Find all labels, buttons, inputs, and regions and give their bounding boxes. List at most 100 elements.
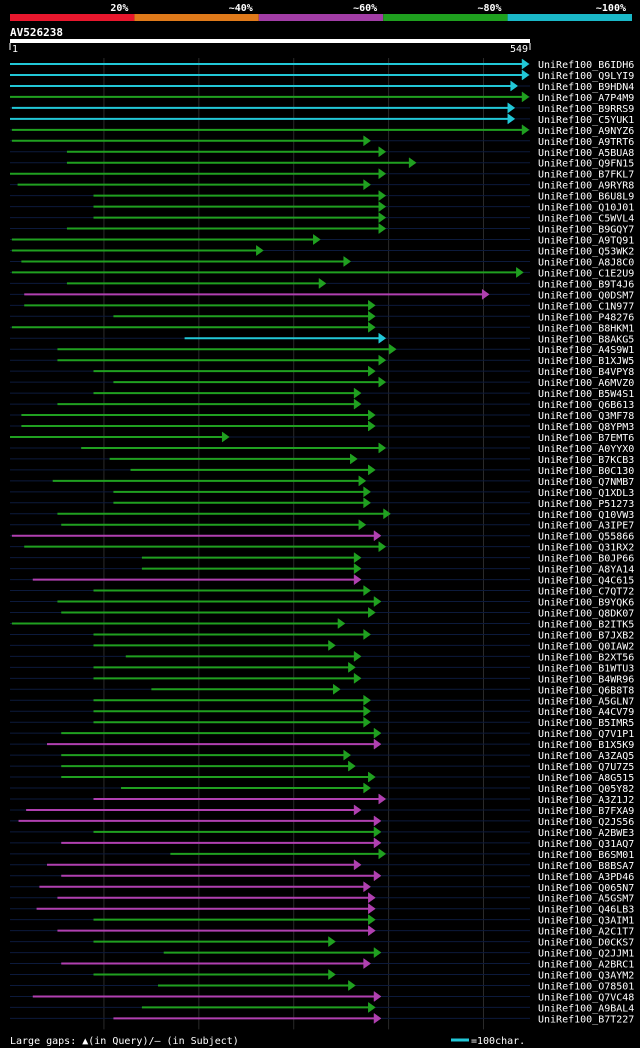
hit-label[interactable]: UniRef100_A2BRC1 xyxy=(538,960,634,971)
hit-label[interactable]: UniRef100_Q8YPM3 xyxy=(538,422,634,433)
hit-label[interactable]: UniRef100_A9RYR8 xyxy=(538,181,634,192)
hit-label[interactable]: UniRef100_B7EMT6 xyxy=(538,433,634,444)
hit-label[interactable]: UniRef100_A3ZAQ5 xyxy=(538,751,634,762)
hit-label[interactable]: UniRef100_Q8DK07 xyxy=(538,609,634,620)
hit-label[interactable]: UniRef100_Q31RX2 xyxy=(538,543,634,554)
hit-label[interactable]: UniRef100_Q3AIM1 xyxy=(538,916,634,927)
hit-label[interactable]: UniRef100_Q2JS56 xyxy=(538,817,634,828)
hit-arrowhead xyxy=(353,552,362,564)
hit-row: UniRef100_Q46LB3 xyxy=(10,903,634,916)
hit-label[interactable]: UniRef100_Q3AYM2 xyxy=(538,971,634,982)
hit-label[interactable]: UniRef100_A3IPE7 xyxy=(538,521,634,532)
hit-arrowhead xyxy=(507,113,516,125)
hit-label[interactable]: UniRef100_B1X5K9 xyxy=(538,740,634,751)
hit-arrowhead xyxy=(353,859,362,871)
hit-label[interactable]: UniRef100_Q31AQ7 xyxy=(538,839,634,850)
hit-label[interactable]: UniRef100_B8BSA7 xyxy=(538,861,634,872)
hit-label[interactable]: UniRef100_Q6B613 xyxy=(538,400,634,411)
hit-label[interactable]: UniRef100_Q55866 xyxy=(538,532,634,543)
hit-label[interactable]: UniRef100_Q065N7 xyxy=(538,883,634,894)
hit-label[interactable]: UniRef100_A8G515 xyxy=(538,773,634,784)
identity-legend-labels: 20% ~40% ~60% ~80% ~100% xyxy=(110,3,626,14)
hit-label[interactable]: UniRef100_A5GSM7 xyxy=(538,894,634,905)
hit-label[interactable]: UniRef100_B9GQY7 xyxy=(538,225,634,236)
hit-label[interactable]: UniRef100_A5BUA8 xyxy=(538,148,634,159)
hit-label[interactable]: UniRef100_Q7NMB7 xyxy=(538,477,634,488)
hit-label[interactable]: UniRef100_Q7U7Z5 xyxy=(538,762,634,773)
hit-label[interactable]: UniRef100_A8YA14 xyxy=(538,565,634,576)
hit-label[interactable]: UniRef100_B8HKM1 xyxy=(538,323,634,334)
hit-label[interactable]: UniRef100_A8J8C0 xyxy=(538,257,634,268)
hit-row: UniRef100_A9TRT6 xyxy=(10,135,634,148)
hit-label[interactable]: UniRef100_C5YUK1 xyxy=(538,115,634,126)
hit-label[interactable]: UniRef100_A3Z1J2 xyxy=(538,795,634,806)
hit-label[interactable]: UniRef100_Q1XDL3 xyxy=(538,488,634,499)
hit-label[interactable]: UniRef100_B5W4S1 xyxy=(538,389,634,400)
hit-label[interactable]: UniRef100_A9BAL4 xyxy=(538,1003,634,1014)
hit-label[interactable]: UniRef100_B1XJW5 xyxy=(538,356,634,367)
hit-label[interactable]: UniRef100_B4WR96 xyxy=(538,674,634,685)
hit-label[interactable]: UniRef100_B0JP66 xyxy=(538,554,634,565)
hit-label[interactable]: UniRef100_B6IDH6 xyxy=(538,60,634,71)
hit-arrowhead xyxy=(318,277,327,289)
hit-label[interactable]: UniRef100_B7FXA9 xyxy=(538,806,634,817)
hit-label[interactable]: UniRef100_B0C130 xyxy=(538,466,634,477)
hit-label[interactable]: UniRef100_A3PD46 xyxy=(538,872,634,883)
hit-label[interactable]: UniRef100_Q7V1P1 xyxy=(538,729,634,740)
hit-label[interactable]: UniRef100_B2ITK5 xyxy=(538,619,634,630)
hit-label[interactable]: UniRef100_C1N977 xyxy=(538,301,634,312)
hit-label[interactable]: UniRef100_B7KCB3 xyxy=(538,455,634,466)
hit-label[interactable]: UniRef100_B7FKL7 xyxy=(538,170,634,181)
hit-label[interactable]: UniRef100_A7P4M9 xyxy=(538,93,634,104)
hit-label[interactable]: UniRef100_A2C1T7 xyxy=(538,927,634,938)
hit-label[interactable]: UniRef100_A6MVZ0 xyxy=(538,378,634,389)
hit-label[interactable]: UniRef100_A0YYX0 xyxy=(538,444,634,455)
hit-label[interactable]: UniRef100_B5IMR5 xyxy=(538,718,634,729)
hit-label[interactable]: UniRef100_Q3MF78 xyxy=(538,411,634,422)
hit-label[interactable]: UniRef100_P48276 xyxy=(538,312,634,323)
hit-label[interactable]: UniRef100_A9NYZ6 xyxy=(538,126,634,137)
hit-label[interactable]: UniRef100_Q9LYI9 xyxy=(538,71,634,82)
hit-label[interactable]: UniRef100_Q10VW3 xyxy=(538,510,634,521)
hit-label[interactable]: UniRef100_A2BWE3 xyxy=(538,828,634,839)
hit-label[interactable]: UniRef100_O78501 xyxy=(538,981,634,992)
hit-row: UniRef100_A4CV79 xyxy=(10,705,634,718)
hit-label[interactable]: UniRef100_Q7VC48 xyxy=(538,992,634,1003)
hit-label[interactable]: UniRef100_B9RRS9 xyxy=(538,104,634,115)
hit-label[interactable]: UniRef100_C7QT72 xyxy=(538,587,634,598)
hit-label[interactable]: UniRef100_Q9FN15 xyxy=(538,159,634,170)
hit-label[interactable]: UniRef100_B8AKG5 xyxy=(538,334,634,345)
hit-label[interactable]: UniRef100_Q46LB3 xyxy=(538,905,634,916)
hit-label[interactable]: UniRef100_C1E2U9 xyxy=(538,268,634,279)
hit-label[interactable]: UniRef100_Q2JJM1 xyxy=(538,949,634,960)
hit-label[interactable]: UniRef100_B1WTU3 xyxy=(538,663,634,674)
hit-label[interactable]: UniRef100_Q4C615 xyxy=(538,576,634,587)
hit-label[interactable]: UniRef100_A4S9W1 xyxy=(538,345,634,356)
hit-label[interactable]: UniRef100_Q6B8T8 xyxy=(538,685,634,696)
hit-label[interactable]: UniRef100_D0CKS7 xyxy=(538,938,634,949)
hit-label[interactable]: UniRef100_B9T4J6 xyxy=(538,279,634,290)
hit-label[interactable]: UniRef100_Q53WK2 xyxy=(538,246,634,257)
hit-label[interactable]: UniRef100_A4CV79 xyxy=(538,707,634,718)
hit-arrowhead xyxy=(350,453,358,465)
hit-label[interactable]: UniRef100_Q0DSM7 xyxy=(538,290,634,301)
hit-label[interactable]: UniRef100_Q0IAW2 xyxy=(538,641,634,652)
hit-label[interactable]: UniRef100_C5WVL4 xyxy=(538,214,634,225)
hit-label[interactable]: UniRef100_B4VPY8 xyxy=(538,367,634,378)
hit-label[interactable]: UniRef100_B7T227 xyxy=(538,1014,634,1025)
hit-label[interactable]: UniRef100_A9TRT6 xyxy=(538,137,634,148)
hit-label[interactable]: UniRef100_B9YQK6 xyxy=(538,598,634,609)
hit-label[interactable]: UniRef100_B9HDN4 xyxy=(538,82,634,93)
hit-arrowhead xyxy=(368,914,376,926)
hit-label[interactable]: UniRef100_B6SM01 xyxy=(538,850,634,861)
hit-label[interactable]: UniRef100_A9TQ91 xyxy=(538,236,634,247)
hit-label[interactable]: UniRef100_Q05Y82 xyxy=(538,784,634,795)
hit-label[interactable]: UniRef100_A5GLN7 xyxy=(538,696,634,707)
hit-label[interactable]: UniRef100_B2XT56 xyxy=(538,652,634,663)
hit-arrowhead xyxy=(353,650,362,662)
hit-label[interactable]: UniRef100_Q10J01 xyxy=(538,203,634,214)
hit-label[interactable]: UniRef100_B6U8L9 xyxy=(538,192,634,203)
hit-label[interactable]: UniRef100_B7JXB2 xyxy=(538,630,634,641)
hit-row: UniRef100_Q6B613 xyxy=(10,398,634,411)
hit-label[interactable]: UniRef100_P51273 xyxy=(538,499,634,510)
